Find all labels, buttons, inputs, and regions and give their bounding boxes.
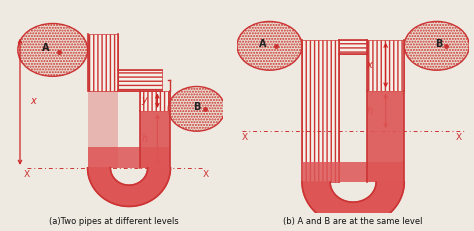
Text: X: X [456, 133, 462, 142]
Text: h: h [141, 134, 147, 144]
Text: X: X [24, 170, 29, 179]
Bar [367, 40, 404, 91]
Text: x: x [30, 96, 36, 106]
Ellipse shape [18, 24, 88, 76]
Bar [302, 162, 404, 182]
Bar [339, 40, 367, 54]
Bar [88, 34, 118, 91]
Text: (a)Two pipes at different levels: (a)Two pipes at different levels [49, 217, 179, 226]
Text: (b) A and B are at the same level: (b) A and B are at the same level [283, 217, 423, 226]
Bar [302, 40, 339, 182]
Bar [367, 40, 404, 91]
Bar [88, 147, 171, 168]
Bar [339, 40, 367, 54]
Bar [118, 70, 162, 91]
Bar [367, 91, 404, 182]
Ellipse shape [168, 86, 225, 131]
Ellipse shape [237, 21, 302, 70]
Polygon shape [302, 182, 404, 227]
Text: A: A [259, 39, 266, 49]
Text: A: A [42, 43, 50, 53]
Bar [302, 40, 339, 182]
Text: x: x [366, 60, 372, 70]
Bar [118, 70, 162, 91]
Text: h: h [366, 106, 373, 116]
Text: X: X [202, 170, 209, 179]
Text: B: B [193, 102, 201, 112]
Bar [140, 91, 171, 111]
Text: y: y [141, 95, 147, 105]
Ellipse shape [404, 21, 469, 70]
Text: X: X [242, 133, 248, 142]
Polygon shape [88, 168, 171, 207]
Bar [140, 91, 171, 111]
Bar [88, 34, 118, 91]
Bar [88, 91, 118, 168]
Bar [140, 111, 171, 168]
Text: B: B [436, 39, 443, 49]
